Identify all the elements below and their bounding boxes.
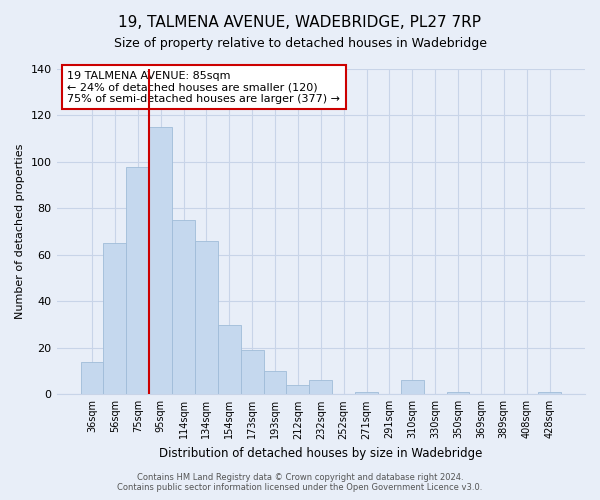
Bar — [446, 392, 469, 394]
Bar — [355, 392, 378, 394]
Bar — [286, 385, 310, 394]
X-axis label: Distribution of detached houses by size in Wadebridge: Distribution of detached houses by size … — [159, 447, 482, 460]
Bar — [149, 127, 172, 394]
Bar — [263, 371, 286, 394]
Bar — [538, 392, 561, 394]
Bar — [241, 350, 263, 395]
Bar — [127, 166, 149, 394]
Bar — [401, 380, 424, 394]
Text: Size of property relative to detached houses in Wadebridge: Size of property relative to detached ho… — [113, 38, 487, 51]
Bar — [80, 362, 103, 394]
Bar — [172, 220, 195, 394]
Text: 19, TALMENA AVENUE, WADEBRIDGE, PL27 7RP: 19, TALMENA AVENUE, WADEBRIDGE, PL27 7RP — [119, 15, 482, 30]
Text: 19 TALMENA AVENUE: 85sqm
← 24% of detached houses are smaller (120)
75% of semi-: 19 TALMENA AVENUE: 85sqm ← 24% of detach… — [67, 70, 340, 104]
Y-axis label: Number of detached properties: Number of detached properties — [15, 144, 25, 320]
Bar — [310, 380, 332, 394]
Bar — [103, 244, 127, 394]
Bar — [218, 324, 241, 394]
Text: Contains HM Land Registry data © Crown copyright and database right 2024.
Contai: Contains HM Land Registry data © Crown c… — [118, 472, 482, 492]
Bar — [195, 241, 218, 394]
